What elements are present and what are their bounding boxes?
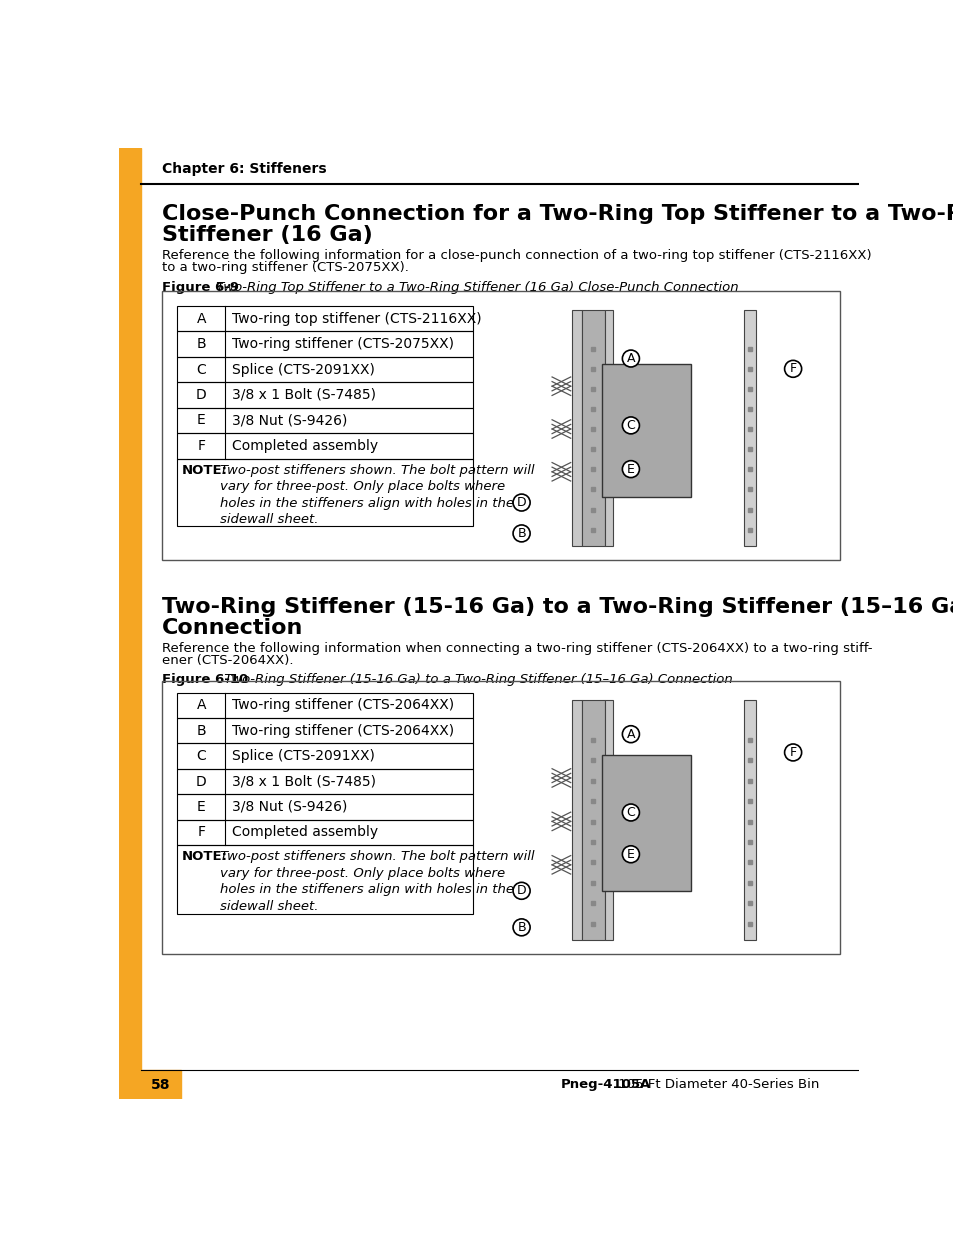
Text: F: F <box>197 825 205 840</box>
Bar <box>119 148 141 1099</box>
Circle shape <box>513 525 530 542</box>
Text: 105 Ft Diameter 40-Series Bin: 105 Ft Diameter 40-Series Bin <box>613 1078 819 1091</box>
Text: B: B <box>196 724 206 737</box>
Text: Two-Ring Stiffener (15-16 Ga) to a Two-Ring Stiffener (15–16 Ga): Two-Ring Stiffener (15-16 Ga) to a Two-R… <box>162 597 953 618</box>
Bar <box>177 433 473 458</box>
Text: A: A <box>626 727 635 741</box>
Text: C: C <box>626 806 635 819</box>
Circle shape <box>621 461 639 478</box>
Text: 3/8 x 1 Bolt (S-7485): 3/8 x 1 Bolt (S-7485) <box>232 774 375 788</box>
Text: Splice (CTS-2091XX): Splice (CTS-2091XX) <box>232 363 375 377</box>
Text: B: B <box>196 337 206 351</box>
Bar <box>476 296 827 555</box>
Text: A: A <box>196 311 206 326</box>
Text: Reference the following information when connecting a two-ring stiffener (CTS-20: Reference the following information when… <box>162 642 871 655</box>
Text: E: E <box>197 800 206 814</box>
Text: 3/8 Nut (S-9426): 3/8 Nut (S-9426) <box>232 800 347 814</box>
Text: A: A <box>196 698 206 713</box>
Text: Two-Ring Top Stiffener to a Two-Ring Stiffener (16 Ga) Close-Punch Connection: Two-Ring Top Stiffener to a Two-Ring Sti… <box>212 280 739 294</box>
Bar <box>177 820 473 845</box>
Text: E: E <box>197 414 206 427</box>
Text: C: C <box>196 363 206 377</box>
Text: NOTE:: NOTE: <box>182 851 228 863</box>
Circle shape <box>513 494 530 511</box>
Text: Two-ring stiffener (CTS-2064XX): Two-ring stiffener (CTS-2064XX) <box>232 724 454 737</box>
Text: Two-ring stiffener (CTS-2075XX): Two-ring stiffener (CTS-2075XX) <box>232 337 453 351</box>
Bar <box>177 743 473 769</box>
Bar <box>581 310 604 546</box>
Text: F: F <box>789 746 796 760</box>
Text: Two-ring stiffener (CTS-2064XX): Two-ring stiffener (CTS-2064XX) <box>232 698 454 713</box>
Text: 58: 58 <box>152 1077 171 1092</box>
Text: Connection: Connection <box>162 618 303 638</box>
Bar <box>177 718 473 743</box>
Bar <box>177 331 473 357</box>
Bar <box>177 845 473 914</box>
Bar <box>177 693 473 718</box>
Text: E: E <box>626 847 634 861</box>
Text: Pneg-4105A: Pneg-4105A <box>560 1078 651 1091</box>
Text: NOTE:: NOTE: <box>182 464 228 477</box>
Text: C: C <box>626 419 635 432</box>
Bar <box>743 700 756 940</box>
Text: F: F <box>789 362 796 375</box>
Bar <box>177 383 473 408</box>
Bar <box>177 306 473 331</box>
Text: 3/8 Nut (S-9426): 3/8 Nut (S-9426) <box>232 414 347 427</box>
Text: Completed assembly: Completed assembly <box>232 438 377 453</box>
Text: D: D <box>195 774 207 788</box>
Bar <box>177 408 473 433</box>
Bar <box>601 755 690 890</box>
Text: Stiffener (16 Ga): Stiffener (16 Ga) <box>162 225 373 246</box>
Text: Two-Ring Stiffener (15-16 Ga) to a Two-Ring Stiffener (15–16 Ga) Connection: Two-Ring Stiffener (15-16 Ga) to a Two-R… <box>220 673 732 685</box>
Text: Two-post stiffeners shown. The bolt pattern will
vary for three-post. Only place: Two-post stiffeners shown. The bolt patt… <box>220 851 534 913</box>
Text: Two-ring top stiffener (CTS-2116XX): Two-ring top stiffener (CTS-2116XX) <box>232 311 480 326</box>
Bar <box>162 290 840 561</box>
Circle shape <box>783 361 801 377</box>
Bar <box>572 310 581 546</box>
Bar <box>572 700 581 940</box>
Text: Chapter 6: Stiffeners: Chapter 6: Stiffeners <box>162 162 326 177</box>
Bar <box>604 310 612 546</box>
Circle shape <box>783 743 801 761</box>
Bar <box>162 680 840 955</box>
Bar <box>141 1070 181 1099</box>
Bar <box>177 458 473 526</box>
Circle shape <box>513 882 530 899</box>
Text: E: E <box>626 463 634 475</box>
Text: D: D <box>517 884 526 898</box>
Circle shape <box>621 417 639 433</box>
Text: Completed assembly: Completed assembly <box>232 825 377 840</box>
Text: D: D <box>195 388 207 401</box>
Circle shape <box>621 350 639 367</box>
Bar <box>601 363 690 498</box>
Text: Reference the following information for a close-punch connection of a two-ring t: Reference the following information for … <box>162 249 871 262</box>
Bar <box>604 700 612 940</box>
Bar <box>177 769 473 794</box>
Text: Figure 6-9: Figure 6-9 <box>162 280 238 294</box>
Text: Close-Punch Connection for a Two-Ring Top Stiffener to a Two-Ring: Close-Punch Connection for a Two-Ring To… <box>162 205 953 225</box>
Text: Two-post stiffeners shown. The bolt pattern will
vary for three-post. Only place: Two-post stiffeners shown. The bolt patt… <box>220 464 534 526</box>
Text: D: D <box>517 496 526 509</box>
Circle shape <box>621 726 639 742</box>
Bar <box>581 700 604 940</box>
Text: Splice (CTS-2091XX): Splice (CTS-2091XX) <box>232 750 375 763</box>
Bar <box>177 357 473 383</box>
Bar <box>177 794 473 820</box>
Text: B: B <box>517 527 525 540</box>
Text: B: B <box>517 921 525 934</box>
Text: 3/8 x 1 Bolt (S-7485): 3/8 x 1 Bolt (S-7485) <box>232 388 375 401</box>
Circle shape <box>621 846 639 863</box>
Bar <box>743 310 756 546</box>
Text: A: A <box>626 352 635 366</box>
Text: C: C <box>196 750 206 763</box>
Text: to a two-ring stiffener (CTS-2075XX).: to a two-ring stiffener (CTS-2075XX). <box>162 262 408 274</box>
Text: F: F <box>197 438 205 453</box>
Bar <box>476 687 827 948</box>
Text: Figure 6-10: Figure 6-10 <box>162 673 248 685</box>
Circle shape <box>621 804 639 821</box>
Text: ener (CTS-2064XX).: ener (CTS-2064XX). <box>162 655 294 667</box>
Circle shape <box>513 919 530 936</box>
